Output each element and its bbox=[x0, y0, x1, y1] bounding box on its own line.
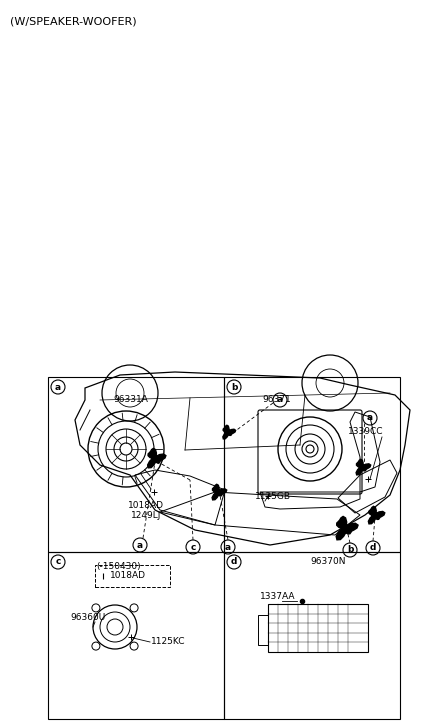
Bar bbox=[95, 565, 170, 587]
Polygon shape bbox=[147, 449, 166, 468]
Bar bbox=[48, 552, 223, 719]
Text: 1339CC: 1339CC bbox=[347, 427, 382, 435]
Text: a: a bbox=[137, 540, 143, 550]
Polygon shape bbox=[212, 484, 226, 500]
Text: a: a bbox=[55, 382, 61, 392]
Bar bbox=[258, 615, 267, 645]
Polygon shape bbox=[223, 425, 235, 439]
Text: b: b bbox=[230, 382, 237, 392]
Text: 96331A: 96331A bbox=[113, 395, 148, 404]
Text: 1018AD: 1018AD bbox=[128, 501, 164, 510]
Text: (-150430): (-150430) bbox=[96, 562, 140, 571]
Text: 1125KC: 1125KC bbox=[151, 638, 185, 646]
Bar bbox=[223, 377, 399, 552]
Text: a: a bbox=[224, 542, 230, 552]
Text: 1249LJ: 1249LJ bbox=[131, 511, 161, 520]
Text: a: a bbox=[276, 395, 283, 404]
Bar bbox=[48, 377, 223, 552]
Text: a: a bbox=[366, 414, 372, 422]
Text: d: d bbox=[369, 544, 375, 553]
Text: c: c bbox=[190, 542, 195, 552]
Text: 96371: 96371 bbox=[261, 395, 290, 404]
Text: b: b bbox=[346, 545, 353, 555]
Polygon shape bbox=[355, 459, 370, 475]
Text: 96360U: 96360U bbox=[70, 613, 105, 622]
Text: 1125GB: 1125GB bbox=[254, 492, 290, 501]
Text: 1337AA: 1337AA bbox=[259, 592, 295, 601]
Polygon shape bbox=[367, 506, 384, 524]
Bar bbox=[223, 552, 399, 719]
Text: d: d bbox=[230, 558, 237, 566]
Bar bbox=[267, 604, 367, 652]
Text: 96370N: 96370N bbox=[309, 557, 345, 566]
Text: c: c bbox=[55, 558, 60, 566]
Text: 1018AD: 1018AD bbox=[110, 571, 146, 580]
Text: (W/SPEAKER-WOOFER): (W/SPEAKER-WOOFER) bbox=[10, 17, 136, 27]
Polygon shape bbox=[336, 516, 357, 540]
